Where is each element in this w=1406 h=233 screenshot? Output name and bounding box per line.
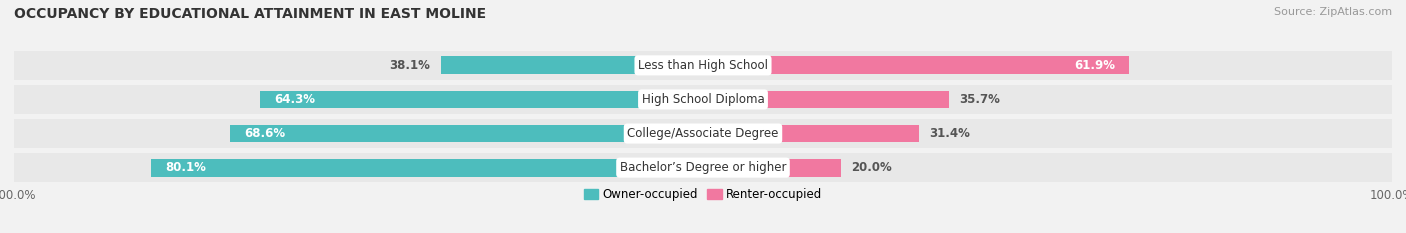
Bar: [260, 91, 703, 108]
Bar: [703, 56, 1129, 74]
Bar: [440, 56, 703, 74]
Text: 20.0%: 20.0%: [851, 161, 891, 174]
Text: College/Associate Degree: College/Associate Degree: [627, 127, 779, 140]
Text: High School Diploma: High School Diploma: [641, 93, 765, 106]
Bar: [703, 125, 920, 142]
Text: Source: ZipAtlas.com: Source: ZipAtlas.com: [1274, 7, 1392, 17]
Bar: [231, 125, 703, 142]
Legend: Owner-occupied, Renter-occupied: Owner-occupied, Renter-occupied: [579, 183, 827, 206]
Text: 61.9%: 61.9%: [1074, 59, 1116, 72]
Bar: [14, 85, 1392, 114]
Text: 68.6%: 68.6%: [245, 127, 285, 140]
Text: 80.1%: 80.1%: [165, 161, 205, 174]
Text: 38.1%: 38.1%: [389, 59, 430, 72]
Text: 31.4%: 31.4%: [929, 127, 970, 140]
Text: 64.3%: 64.3%: [274, 93, 315, 106]
Bar: [14, 153, 1392, 182]
Bar: [14, 119, 1392, 148]
Bar: [152, 159, 703, 177]
Bar: [703, 159, 841, 177]
Bar: [703, 91, 949, 108]
Bar: [14, 51, 1392, 80]
Text: Bachelor’s Degree or higher: Bachelor’s Degree or higher: [620, 161, 786, 174]
Text: 35.7%: 35.7%: [959, 93, 1000, 106]
Text: OCCUPANCY BY EDUCATIONAL ATTAINMENT IN EAST MOLINE: OCCUPANCY BY EDUCATIONAL ATTAINMENT IN E…: [14, 7, 486, 21]
Text: Less than High School: Less than High School: [638, 59, 768, 72]
